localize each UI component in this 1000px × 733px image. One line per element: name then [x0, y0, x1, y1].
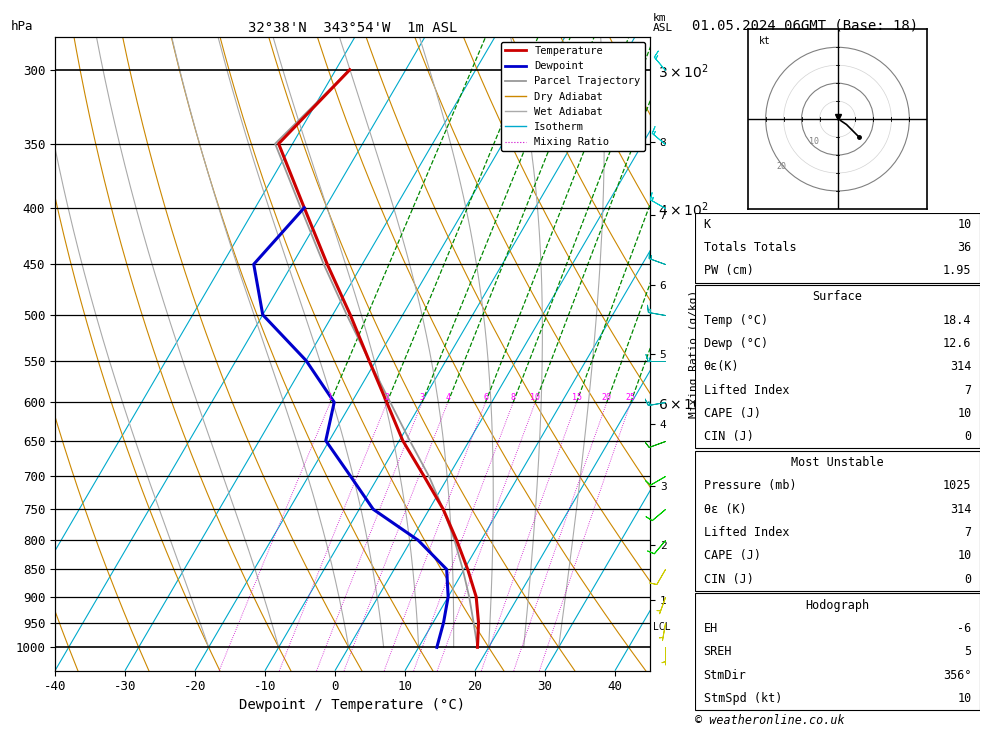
Text: θε (K): θε (K): [704, 503, 746, 516]
Text: Mixing Ratio (g/kg): Mixing Ratio (g/kg): [689, 290, 699, 418]
Text: Most Unstable: Most Unstable: [791, 456, 884, 469]
Text: StmSpd (kt): StmSpd (kt): [704, 692, 782, 705]
Text: 4: 4: [445, 393, 450, 402]
Text: © weatheronline.co.uk: © weatheronline.co.uk: [695, 714, 845, 727]
Text: 01.05.2024 06GMT (Base: 18): 01.05.2024 06GMT (Base: 18): [692, 18, 918, 32]
Title: 32°38'N  343°54'W  1m ASL: 32°38'N 343°54'W 1m ASL: [248, 21, 457, 35]
Text: 7: 7: [964, 383, 971, 397]
Text: 15: 15: [572, 393, 582, 402]
Text: 20: 20: [602, 393, 612, 402]
Text: 1025: 1025: [943, 479, 971, 493]
Text: EH: EH: [704, 622, 718, 635]
Text: 314: 314: [950, 503, 971, 516]
Text: CAPE (J): CAPE (J): [704, 549, 761, 562]
Text: hPa: hPa: [10, 21, 33, 34]
Bar: [695, 594, 980, 710]
Text: PW (cm): PW (cm): [704, 265, 753, 277]
Text: Surface: Surface: [813, 290, 862, 303]
Text: 6: 6: [483, 393, 488, 402]
Text: 25: 25: [626, 393, 636, 402]
Text: 10: 10: [957, 549, 971, 562]
Text: 356°: 356°: [943, 668, 971, 682]
Text: 18.4: 18.4: [943, 314, 971, 327]
Text: CAPE (J): CAPE (J): [704, 407, 761, 420]
Text: 1.95: 1.95: [943, 265, 971, 277]
Text: Pressure (mb): Pressure (mb): [704, 479, 796, 493]
Text: 10: 10: [530, 393, 540, 402]
Text: 20: 20: [776, 163, 786, 172]
Text: 8: 8: [511, 393, 516, 402]
Text: Temp (°C): Temp (°C): [704, 314, 768, 327]
Text: 36: 36: [957, 241, 971, 254]
Text: 10: 10: [809, 137, 819, 147]
Text: 0: 0: [964, 430, 971, 443]
Text: km
ASL: km ASL: [653, 12, 673, 34]
Text: CIN (J): CIN (J): [704, 572, 753, 586]
Text: Dewp (°C): Dewp (°C): [704, 337, 768, 350]
X-axis label: Dewpoint / Temperature (°C): Dewpoint / Temperature (°C): [239, 698, 466, 712]
Bar: [695, 213, 980, 282]
Text: 7: 7: [964, 526, 971, 539]
Text: CIN (J): CIN (J): [704, 430, 753, 443]
Bar: [695, 451, 980, 591]
Text: 5: 5: [964, 645, 971, 658]
Text: -6: -6: [957, 622, 971, 635]
Text: 10: 10: [957, 692, 971, 705]
Text: kt: kt: [758, 36, 770, 45]
Text: 3: 3: [420, 393, 425, 402]
Text: 0: 0: [964, 572, 971, 586]
Text: LCL: LCL: [653, 622, 671, 632]
Text: StmDir: StmDir: [704, 668, 746, 682]
Text: Lifted Index: Lifted Index: [704, 526, 789, 539]
Text: Totals Totals: Totals Totals: [704, 241, 796, 254]
Text: 10: 10: [957, 407, 971, 420]
Legend: Temperature, Dewpoint, Parcel Trajectory, Dry Adiabat, Wet Adiabat, Isotherm, Mi: Temperature, Dewpoint, Parcel Trajectory…: [501, 42, 645, 152]
Text: SREH: SREH: [704, 645, 732, 658]
Text: Hodograph: Hodograph: [805, 599, 870, 611]
Text: 2: 2: [385, 393, 390, 402]
Text: 12.6: 12.6: [943, 337, 971, 350]
Text: 314: 314: [950, 360, 971, 373]
Text: K: K: [704, 218, 711, 231]
Text: 10: 10: [957, 218, 971, 231]
Bar: [695, 285, 980, 449]
Text: θε(K): θε(K): [704, 360, 739, 373]
Text: 1: 1: [328, 393, 333, 402]
Text: Lifted Index: Lifted Index: [704, 383, 789, 397]
